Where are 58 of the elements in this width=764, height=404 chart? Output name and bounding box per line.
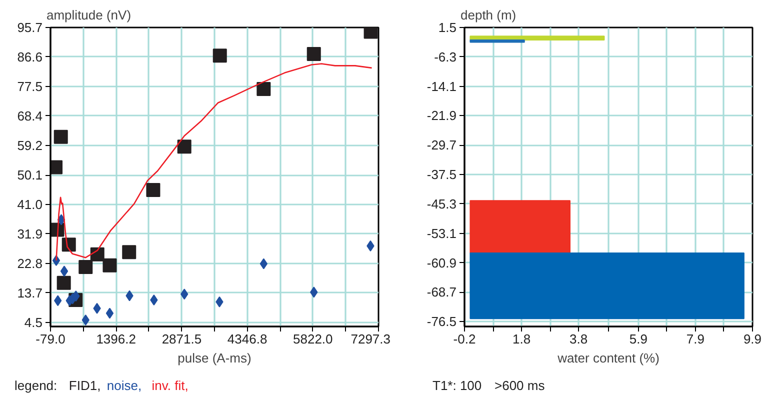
text: noise, — [106, 378, 142, 393]
x-tick-label: 9.9 — [743, 332, 762, 346]
y-tick-label: -14.1 — [426, 78, 457, 94]
y-tick-label: -45.3 — [426, 196, 457, 212]
x-tick-label: -79.0 — [36, 332, 66, 346]
y-tick-label: -6.3 — [434, 49, 457, 64]
x-tick-label: 7297.3 — [350, 332, 391, 346]
point — [260, 258, 268, 270]
y-tick-label: 4.5 — [24, 315, 43, 330]
point — [122, 245, 136, 260]
text: FID1, — [68, 378, 101, 393]
point — [256, 82, 271, 96]
x-tick-label: 4346.8 — [227, 332, 268, 346]
y-tick-label: 77.5 — [17, 78, 43, 94]
y-tick-label: -37.5 — [426, 167, 457, 182]
x-tick-label: 7.9 — [686, 332, 705, 346]
point — [90, 247, 104, 262]
point — [306, 47, 321, 62]
legend-title: legend: — [14, 378, 58, 393]
text: T1*: 100 — [432, 378, 482, 393]
x-tick-label: 5.9 — [629, 332, 648, 346]
x-axis-title: water content (%) — [556, 350, 660, 366]
point — [106, 308, 114, 319]
y-tick-label: 68.4 — [17, 108, 43, 124]
y-tick-label: 50.1 — [17, 168, 43, 183]
point — [102, 258, 117, 272]
y-tick-label: -21.9 — [426, 108, 457, 124]
y-tick-label: -29.7 — [426, 138, 457, 153]
y-tick-label: 86.6 — [17, 49, 43, 64]
y-tick-label: -53.1 — [426, 226, 457, 241]
y-tick-label: -60.9 — [426, 255, 457, 270]
y-axis-title: amplitude (nV) — [46, 8, 132, 22]
y-tick-label: 31.9 — [17, 226, 43, 242]
y-tick-label: 59.2 — [17, 138, 43, 154]
x-tick-label: 3.8 — [570, 332, 588, 346]
x-tick-label: 2871.5 — [162, 332, 202, 346]
point — [60, 266, 68, 277]
y-tick-label: -68.7 — [426, 284, 457, 300]
y-axis-title: depth (m) — [460, 8, 516, 22]
point — [54, 130, 68, 144]
text: inv. fit, — [152, 378, 188, 393]
y-tick-label: 22.8 — [17, 256, 43, 271]
point — [56, 276, 71, 290]
point — [146, 182, 160, 197]
y-tick-label: 1.5 — [438, 20, 457, 35]
x-tick-label: 1396.2 — [96, 332, 136, 346]
x-axis-title: pulse (A-ms) — [178, 350, 252, 366]
y-tick-label: 13.7 — [17, 285, 43, 300]
y-tick-label: 41.0 — [17, 197, 43, 212]
point — [177, 140, 192, 154]
x-tick-label: 1.8 — [512, 332, 531, 346]
point — [78, 260, 93, 274]
point — [212, 48, 227, 63]
x-tick-label: -0.2 — [453, 332, 476, 346]
x-tick-label: 5822.0 — [293, 332, 333, 346]
text: >600 ms — [494, 378, 546, 393]
y-tick-label: 95.7 — [17, 20, 43, 35]
y-tick-label: -76.5 — [426, 314, 457, 330]
